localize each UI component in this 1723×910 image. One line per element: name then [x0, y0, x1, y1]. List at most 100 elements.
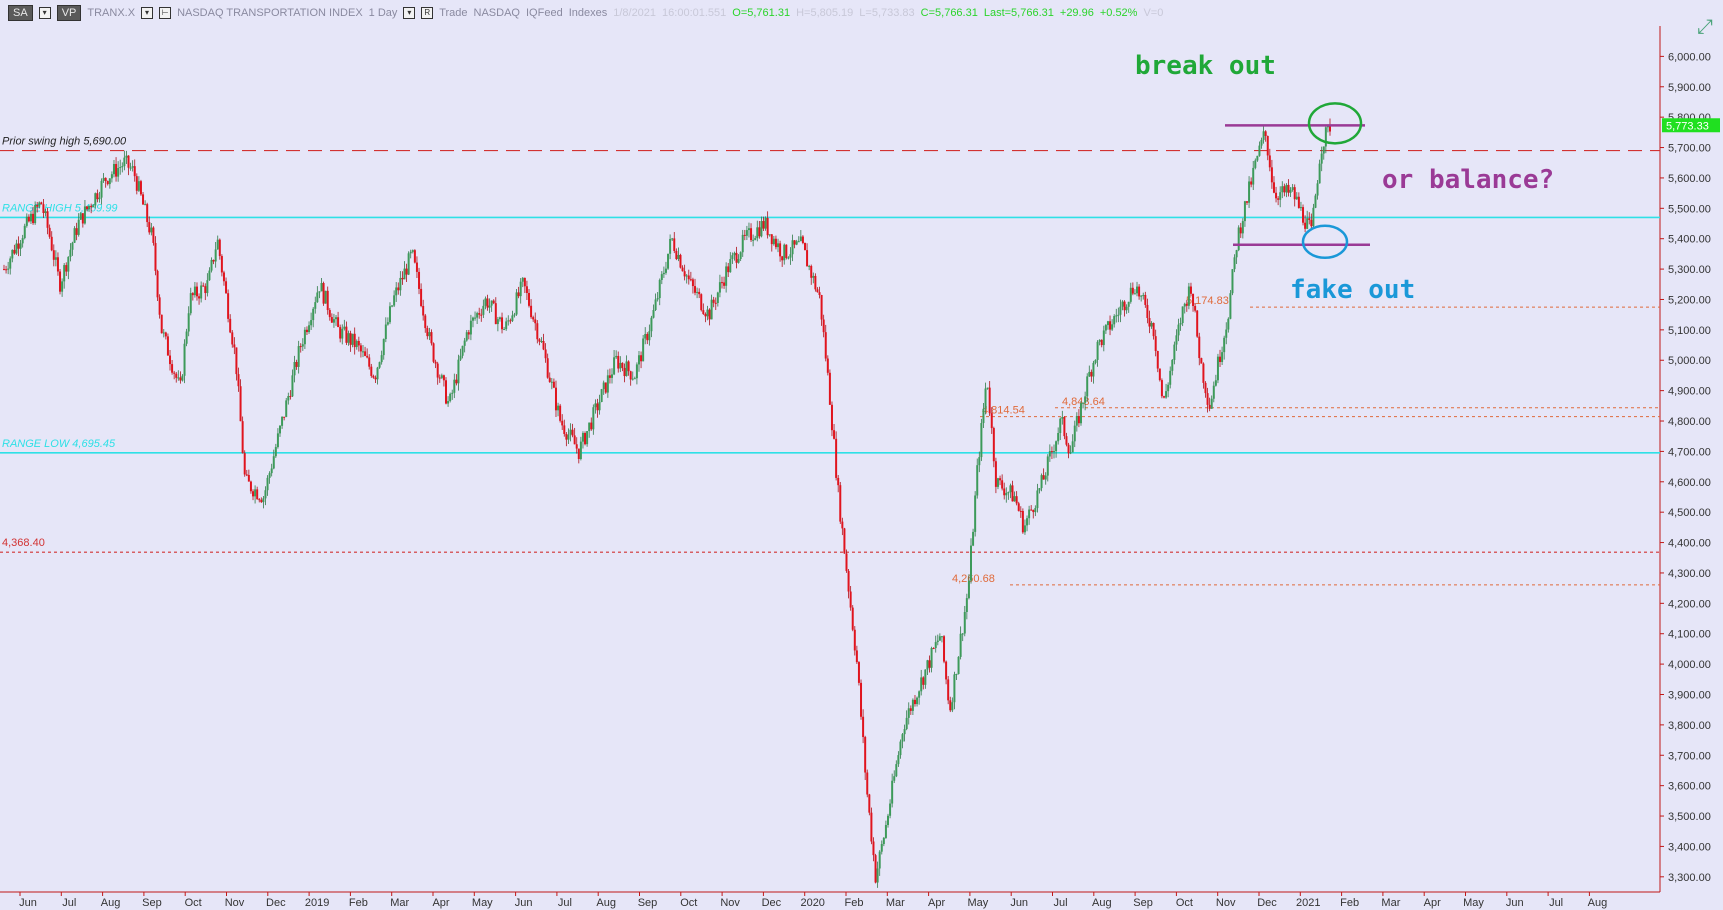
symbol-label[interactable]: TRANX.X [87, 7, 136, 19]
candle-body [951, 702, 954, 711]
candle-body [963, 611, 966, 634]
candle-body [401, 277, 404, 280]
candle-body [1133, 293, 1136, 295]
candle-body [953, 674, 956, 703]
candle-body [225, 281, 228, 294]
candle-body [316, 292, 319, 303]
candle-body [945, 661, 948, 680]
trade-label[interactable]: Trade [439, 7, 468, 19]
y-tick-label: 4,300.00 [1668, 568, 1711, 580]
candle-body [198, 296, 201, 299]
candle-body [1158, 368, 1161, 381]
candle-body [972, 531, 975, 546]
candle-body [48, 227, 51, 237]
candle-body [714, 302, 717, 304]
candle-body [1050, 451, 1053, 453]
candle-body [1314, 195, 1317, 208]
candle-body [278, 425, 281, 434]
candle-body [445, 380, 447, 404]
candle-body [471, 317, 474, 321]
candle-body [801, 236, 804, 244]
candle-body [11, 249, 14, 259]
candle-body [52, 250, 55, 260]
interval-dropdown-icon[interactable]: ▾ [403, 7, 416, 19]
candle-body [399, 277, 402, 291]
candle-body [727, 266, 730, 273]
candle-body [40, 202, 43, 205]
r-button[interactable]: R [421, 7, 434, 19]
candle-body [559, 405, 562, 421]
annotation-break-out: break out [1135, 51, 1276, 81]
chart-settings-icon[interactable]: ⤢ [1697, 16, 1713, 38]
candle-body [660, 274, 663, 281]
candle-body [108, 178, 111, 185]
candle-body [756, 227, 759, 239]
candle-body [772, 238, 775, 245]
candle-body [1117, 314, 1120, 316]
candle-body [1285, 184, 1288, 193]
candle-body [1262, 131, 1265, 140]
sa-button[interactable]: SA [8, 5, 33, 21]
candle-body [689, 279, 692, 281]
candle-body [1167, 384, 1170, 392]
category-label: Indexes [568, 7, 608, 19]
candle-body [397, 287, 400, 291]
candle-body [1229, 293, 1232, 319]
candle-body [930, 648, 933, 668]
y-tick-label: 3,900.00 [1668, 689, 1711, 701]
indicator-icon[interactable]: ⊢ [159, 7, 172, 19]
candle-body [380, 355, 383, 363]
candle-body [747, 228, 750, 231]
sa-dropdown-icon[interactable]: ▾ [38, 7, 51, 19]
candle-body [36, 205, 39, 207]
candle-body [785, 244, 788, 258]
candle-body [725, 266, 728, 286]
quote-close: C=5,766.31 [920, 7, 978, 19]
candle-body [241, 421, 244, 454]
candle-body [515, 292, 518, 315]
candle-body [777, 243, 780, 248]
x-tick-label: May [1463, 897, 1484, 909]
candle-body [696, 291, 699, 293]
candle-body [403, 268, 406, 280]
candle-body [1272, 182, 1275, 193]
vp-button[interactable]: VP [56, 5, 82, 21]
symbol-dropdown-icon[interactable]: ▾ [141, 7, 154, 19]
candle-body [534, 319, 537, 324]
interval-label[interactable]: 1 Day [368, 7, 398, 19]
candle-body [1248, 181, 1251, 203]
candle-body [1160, 380, 1163, 397]
support-label: 4,814.54 [982, 405, 1025, 417]
quote-last: Last=5,766.31 [983, 7, 1054, 19]
quote-low: L=5,733.83 [859, 7, 915, 19]
candle-body [737, 258, 740, 263]
candle-body [783, 244, 786, 261]
candle-body [1322, 146, 1325, 154]
candle-body [469, 320, 472, 335]
y-tick-label: 3,500.00 [1668, 811, 1711, 823]
candle-body [1181, 306, 1184, 324]
candle-body [926, 660, 929, 670]
candle-body [739, 252, 742, 259]
candle-body [202, 285, 205, 287]
candle-body [768, 234, 771, 236]
candle-body [932, 648, 935, 650]
candle-body [121, 166, 124, 168]
candle-body [1090, 371, 1093, 377]
candle-body [1086, 376, 1089, 397]
candle-body [324, 290, 327, 304]
candle-body [1256, 155, 1259, 161]
candle-body [525, 286, 528, 293]
candle-body [79, 213, 82, 220]
candle-body [608, 375, 611, 378]
x-tick-label: Nov [225, 897, 245, 909]
candle-body [1196, 310, 1199, 337]
candle-body [718, 282, 721, 293]
candle-body [104, 177, 107, 182]
candle-body [918, 691, 921, 698]
candle-body [463, 340, 466, 346]
candle-body [372, 375, 375, 378]
candle-body [96, 193, 99, 200]
candle-body [1138, 286, 1141, 297]
